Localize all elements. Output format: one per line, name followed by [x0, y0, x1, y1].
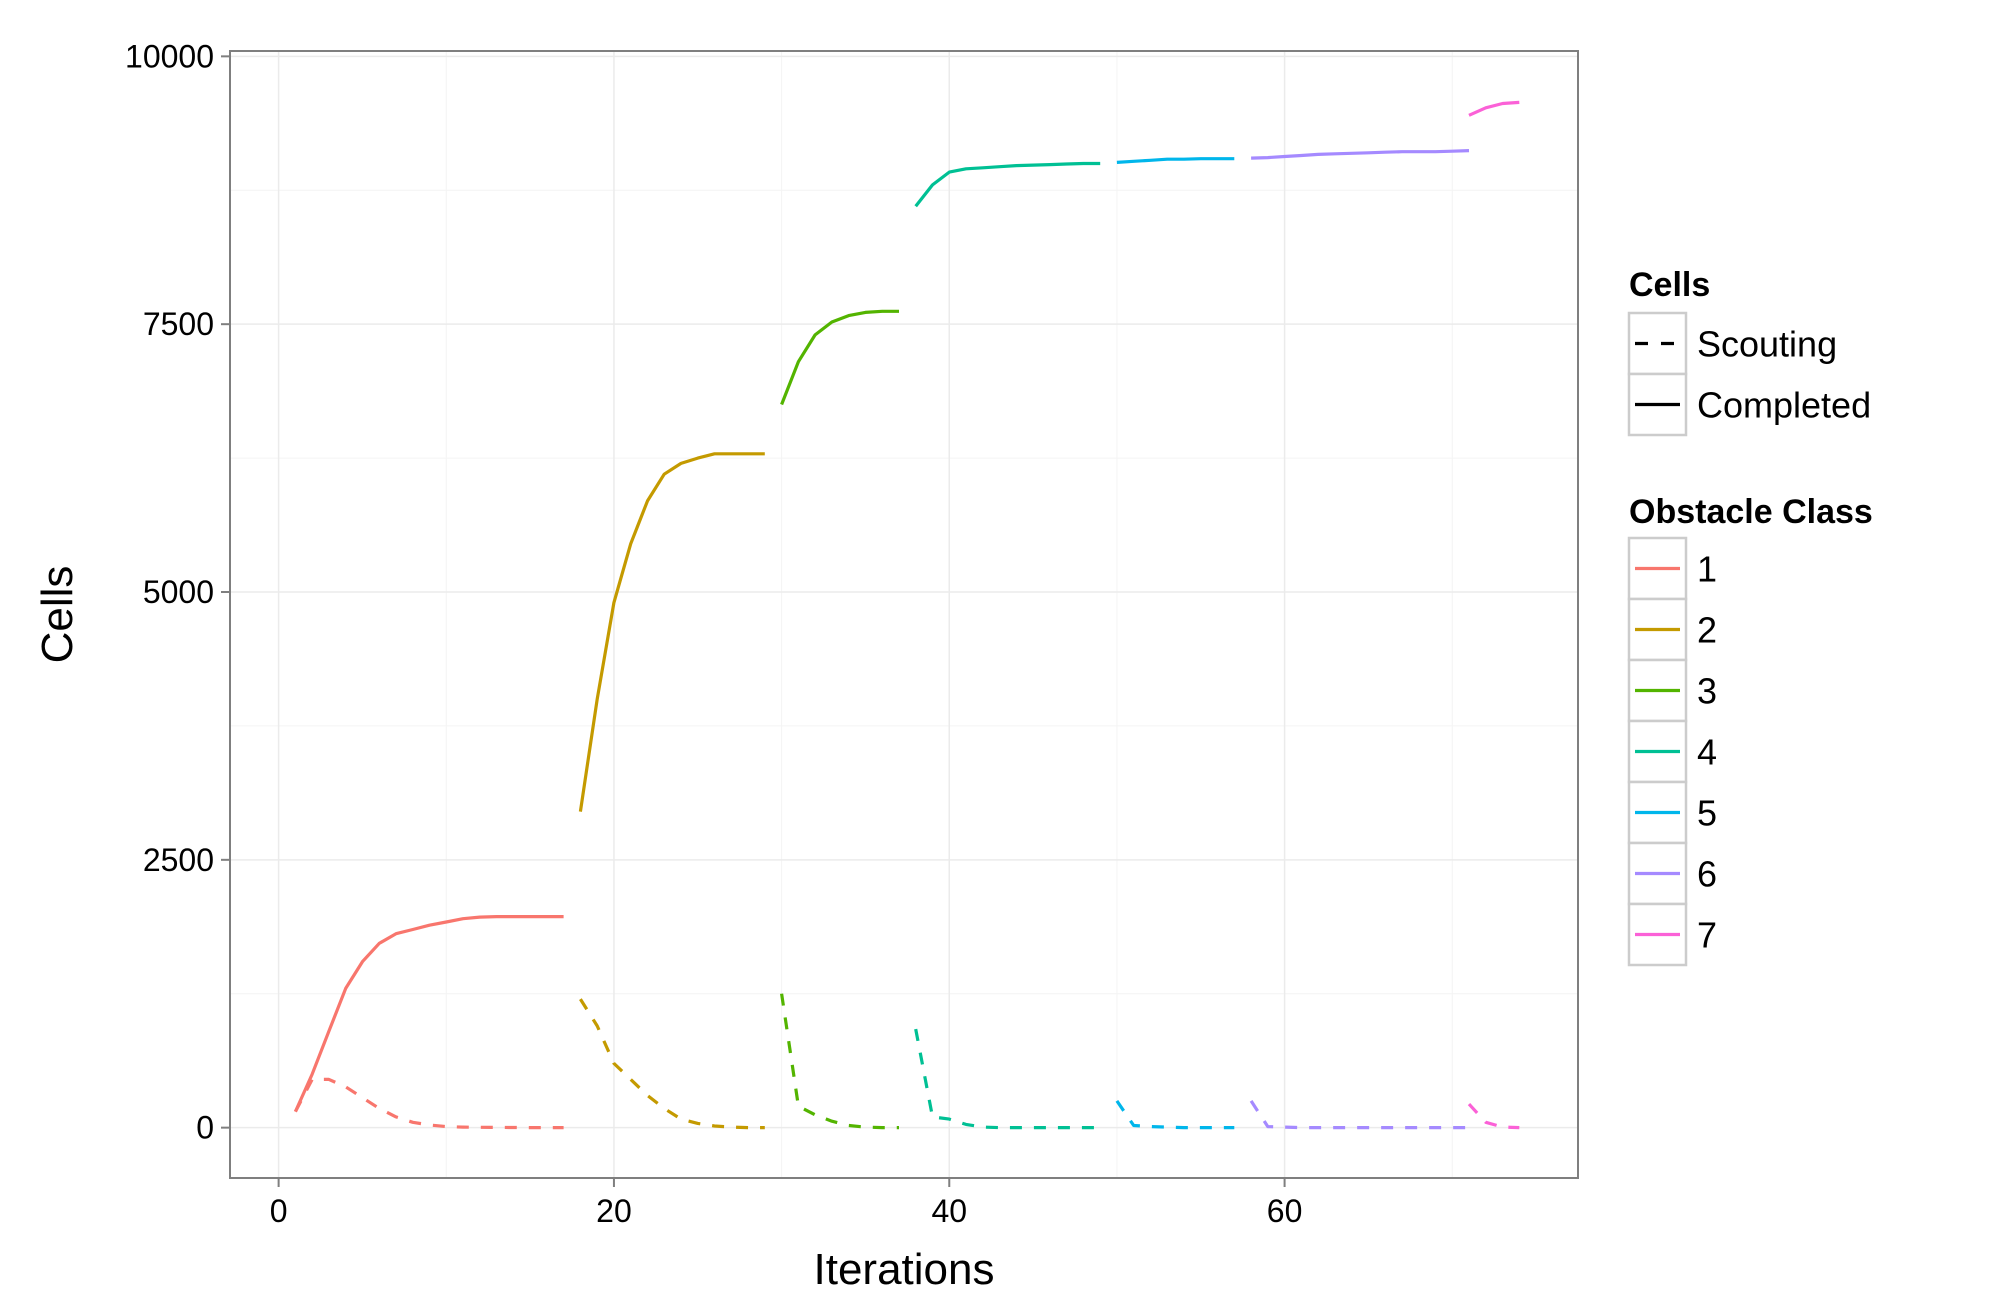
x-tick-label: 0	[270, 1193, 288, 1229]
x-tick-label: 40	[931, 1193, 967, 1229]
y-tick-label: 7500	[143, 306, 214, 342]
grid	[230, 51, 1578, 1178]
legend-label: 6	[1697, 854, 1717, 895]
series-class-7-scouting	[1467, 1103, 1520, 1130]
y-tick-label: 2500	[143, 842, 214, 878]
series-class-4-completed	[914, 161, 1101, 208]
series-class-7-completed	[1468, 100, 1520, 117]
legend-label: 7	[1697, 915, 1717, 956]
series-class-3-completed	[780, 309, 899, 406]
y-tick-label: 10000	[125, 38, 214, 74]
series-layer	[293, 100, 1520, 1130]
x-tick-label: 20	[596, 1193, 632, 1229]
series-class-2-completed	[578, 452, 765, 812]
plot-border	[229, 50, 1579, 1179]
series-class-4-scouting	[914, 1028, 1101, 1130]
x-axis-title: Iterations	[814, 1245, 995, 1294]
legend-label: 1	[1697, 549, 1717, 590]
series-class-6-completed	[1251, 149, 1470, 160]
x-axis: 0 20 40 60	[270, 1178, 1303, 1229]
series-class-6-scouting	[1249, 1100, 1469, 1130]
legend-label: 2	[1697, 610, 1717, 651]
legend-cells: Cells Scouting Completed	[1627, 266, 1871, 437]
series-class-1-completed	[293, 914, 564, 1113]
series-class-5-completed	[1116, 157, 1235, 164]
legend-cells-title: Cells	[1629, 266, 1710, 304]
series-class-5-scouting	[1115, 1099, 1235, 1130]
legend-label: 3	[1697, 671, 1717, 712]
legend-obstacle-class: Obstacle Class 1 2 3 4 5 6 7	[1627, 493, 1873, 967]
y-tick-label: 0	[196, 1110, 214, 1146]
legend-label: Scouting	[1697, 324, 1837, 365]
y-tick-label: 5000	[143, 574, 214, 610]
series-class-3-scouting	[780, 993, 899, 1130]
legend-label: 4	[1697, 732, 1717, 773]
x-tick-label: 60	[1267, 1193, 1303, 1229]
y-axis-title: Cells	[33, 566, 82, 664]
series-class-2-scouting	[579, 998, 765, 1130]
legend-label: 5	[1697, 793, 1717, 834]
plot-panel	[230, 51, 1578, 1178]
legend-obstacle-class-title: Obstacle Class	[1629, 493, 1873, 531]
legend-label: Completed	[1697, 385, 1871, 426]
y-axis: 0 2500 5000 7500 10000	[125, 38, 230, 1146]
